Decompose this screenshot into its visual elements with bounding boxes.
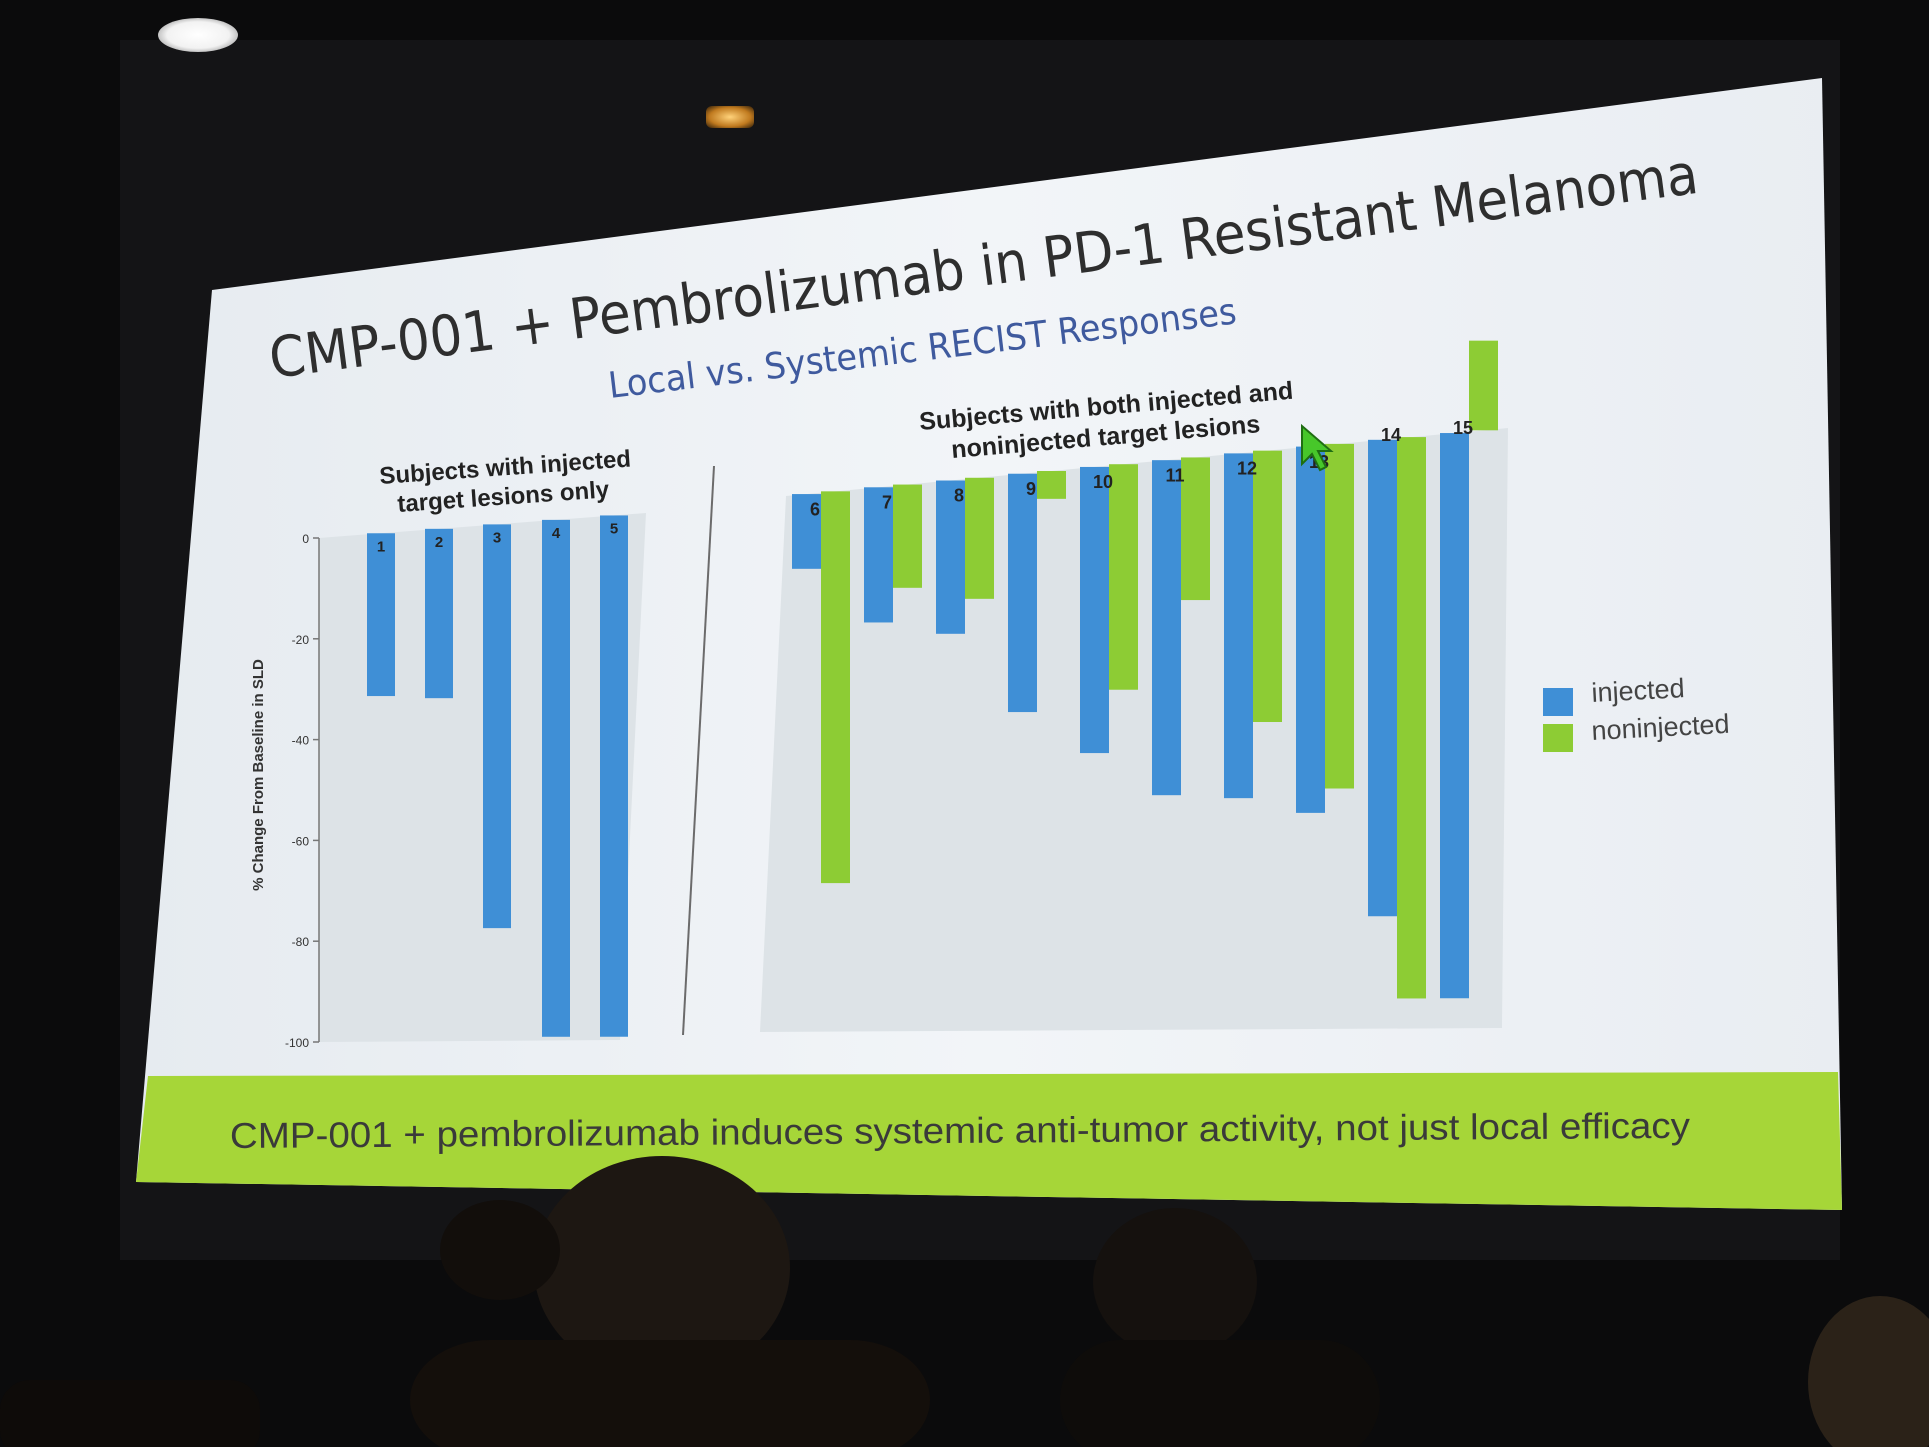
bar-injected xyxy=(367,533,395,697)
category-label: 14 xyxy=(1381,425,1401,445)
y-tick-label: -60 xyxy=(292,834,310,848)
bar-injected xyxy=(542,519,570,1037)
bar-noninjected xyxy=(1253,450,1282,723)
cursor-arrow-icon xyxy=(1301,423,1334,472)
bar-injected xyxy=(1224,453,1253,799)
bar-injected xyxy=(600,515,628,1037)
bar-injected xyxy=(1440,433,1469,999)
bar-injected xyxy=(1080,466,1109,754)
chart-injected-and-noninjected: Subjects with both injected and noninjec… xyxy=(760,340,1730,1032)
bar-injected xyxy=(1152,460,1181,796)
bar-injected xyxy=(864,487,893,623)
bar-injected xyxy=(425,528,453,699)
category-label: 11 xyxy=(1165,465,1184,485)
category-label: 10 xyxy=(1093,472,1113,492)
category-label: 7 xyxy=(882,492,892,512)
bar-noninjected xyxy=(1397,437,1426,999)
category-label: 3 xyxy=(493,529,501,546)
category-label: 1 xyxy=(377,538,385,555)
bar-injected xyxy=(483,524,511,929)
bar-injected xyxy=(936,480,965,634)
bar-noninjected xyxy=(1037,470,1066,499)
category-label: 8 xyxy=(954,486,964,506)
legend-label-injected: injected xyxy=(1591,673,1686,708)
bar-injected xyxy=(1368,439,1397,917)
bar-injected xyxy=(792,494,821,569)
legend-label-noninjected: noninjected xyxy=(1591,709,1731,746)
category-label: 15 xyxy=(1453,418,1473,438)
y-tick-label: -80 xyxy=(292,935,310,949)
bar-noninjected xyxy=(1181,457,1210,601)
bar-noninjected xyxy=(821,491,850,884)
y-tick-label: 0 xyxy=(302,532,309,546)
y-tick-label: -40 xyxy=(292,734,310,748)
bar-noninjected xyxy=(965,477,994,599)
bar-injected xyxy=(1008,473,1037,713)
bar-noninjected xyxy=(1325,443,1354,789)
y-axis-label: % Change From Baseline in SLD xyxy=(250,659,267,891)
bar-noninjected xyxy=(1469,340,1498,431)
category-label: 12 xyxy=(1237,459,1257,479)
panel-divider xyxy=(682,465,715,1036)
legend: injected noninjected xyxy=(1543,673,1730,752)
legend-swatch-injected xyxy=(1543,688,1573,716)
bar-noninjected xyxy=(1109,464,1138,690)
category-label: 5 xyxy=(610,520,618,537)
bar-noninjected xyxy=(893,484,922,588)
legend-swatch-noninjected xyxy=(1543,724,1573,752)
y-tick-label: -100 xyxy=(285,1036,309,1050)
category-label: 6 xyxy=(810,499,820,519)
ceiling-light xyxy=(158,18,238,52)
footer-text: CMP-001 + pembrolizumab induces systemic… xyxy=(230,1105,1690,1156)
y-tick-label: -20 xyxy=(292,633,310,647)
left-bars: 1 2 3 4 5 xyxy=(367,515,628,1037)
category-label: 2 xyxy=(435,534,443,551)
category-label: 4 xyxy=(552,525,561,542)
right-bars: 6789101112131415 xyxy=(792,340,1498,999)
category-label: 9 xyxy=(1026,479,1036,499)
y-axis-ticks: 0 -20 -40 -60 -80 -100 xyxy=(285,532,319,1050)
ceiling-lamp xyxy=(706,106,754,128)
bar-injected xyxy=(1296,446,1325,813)
